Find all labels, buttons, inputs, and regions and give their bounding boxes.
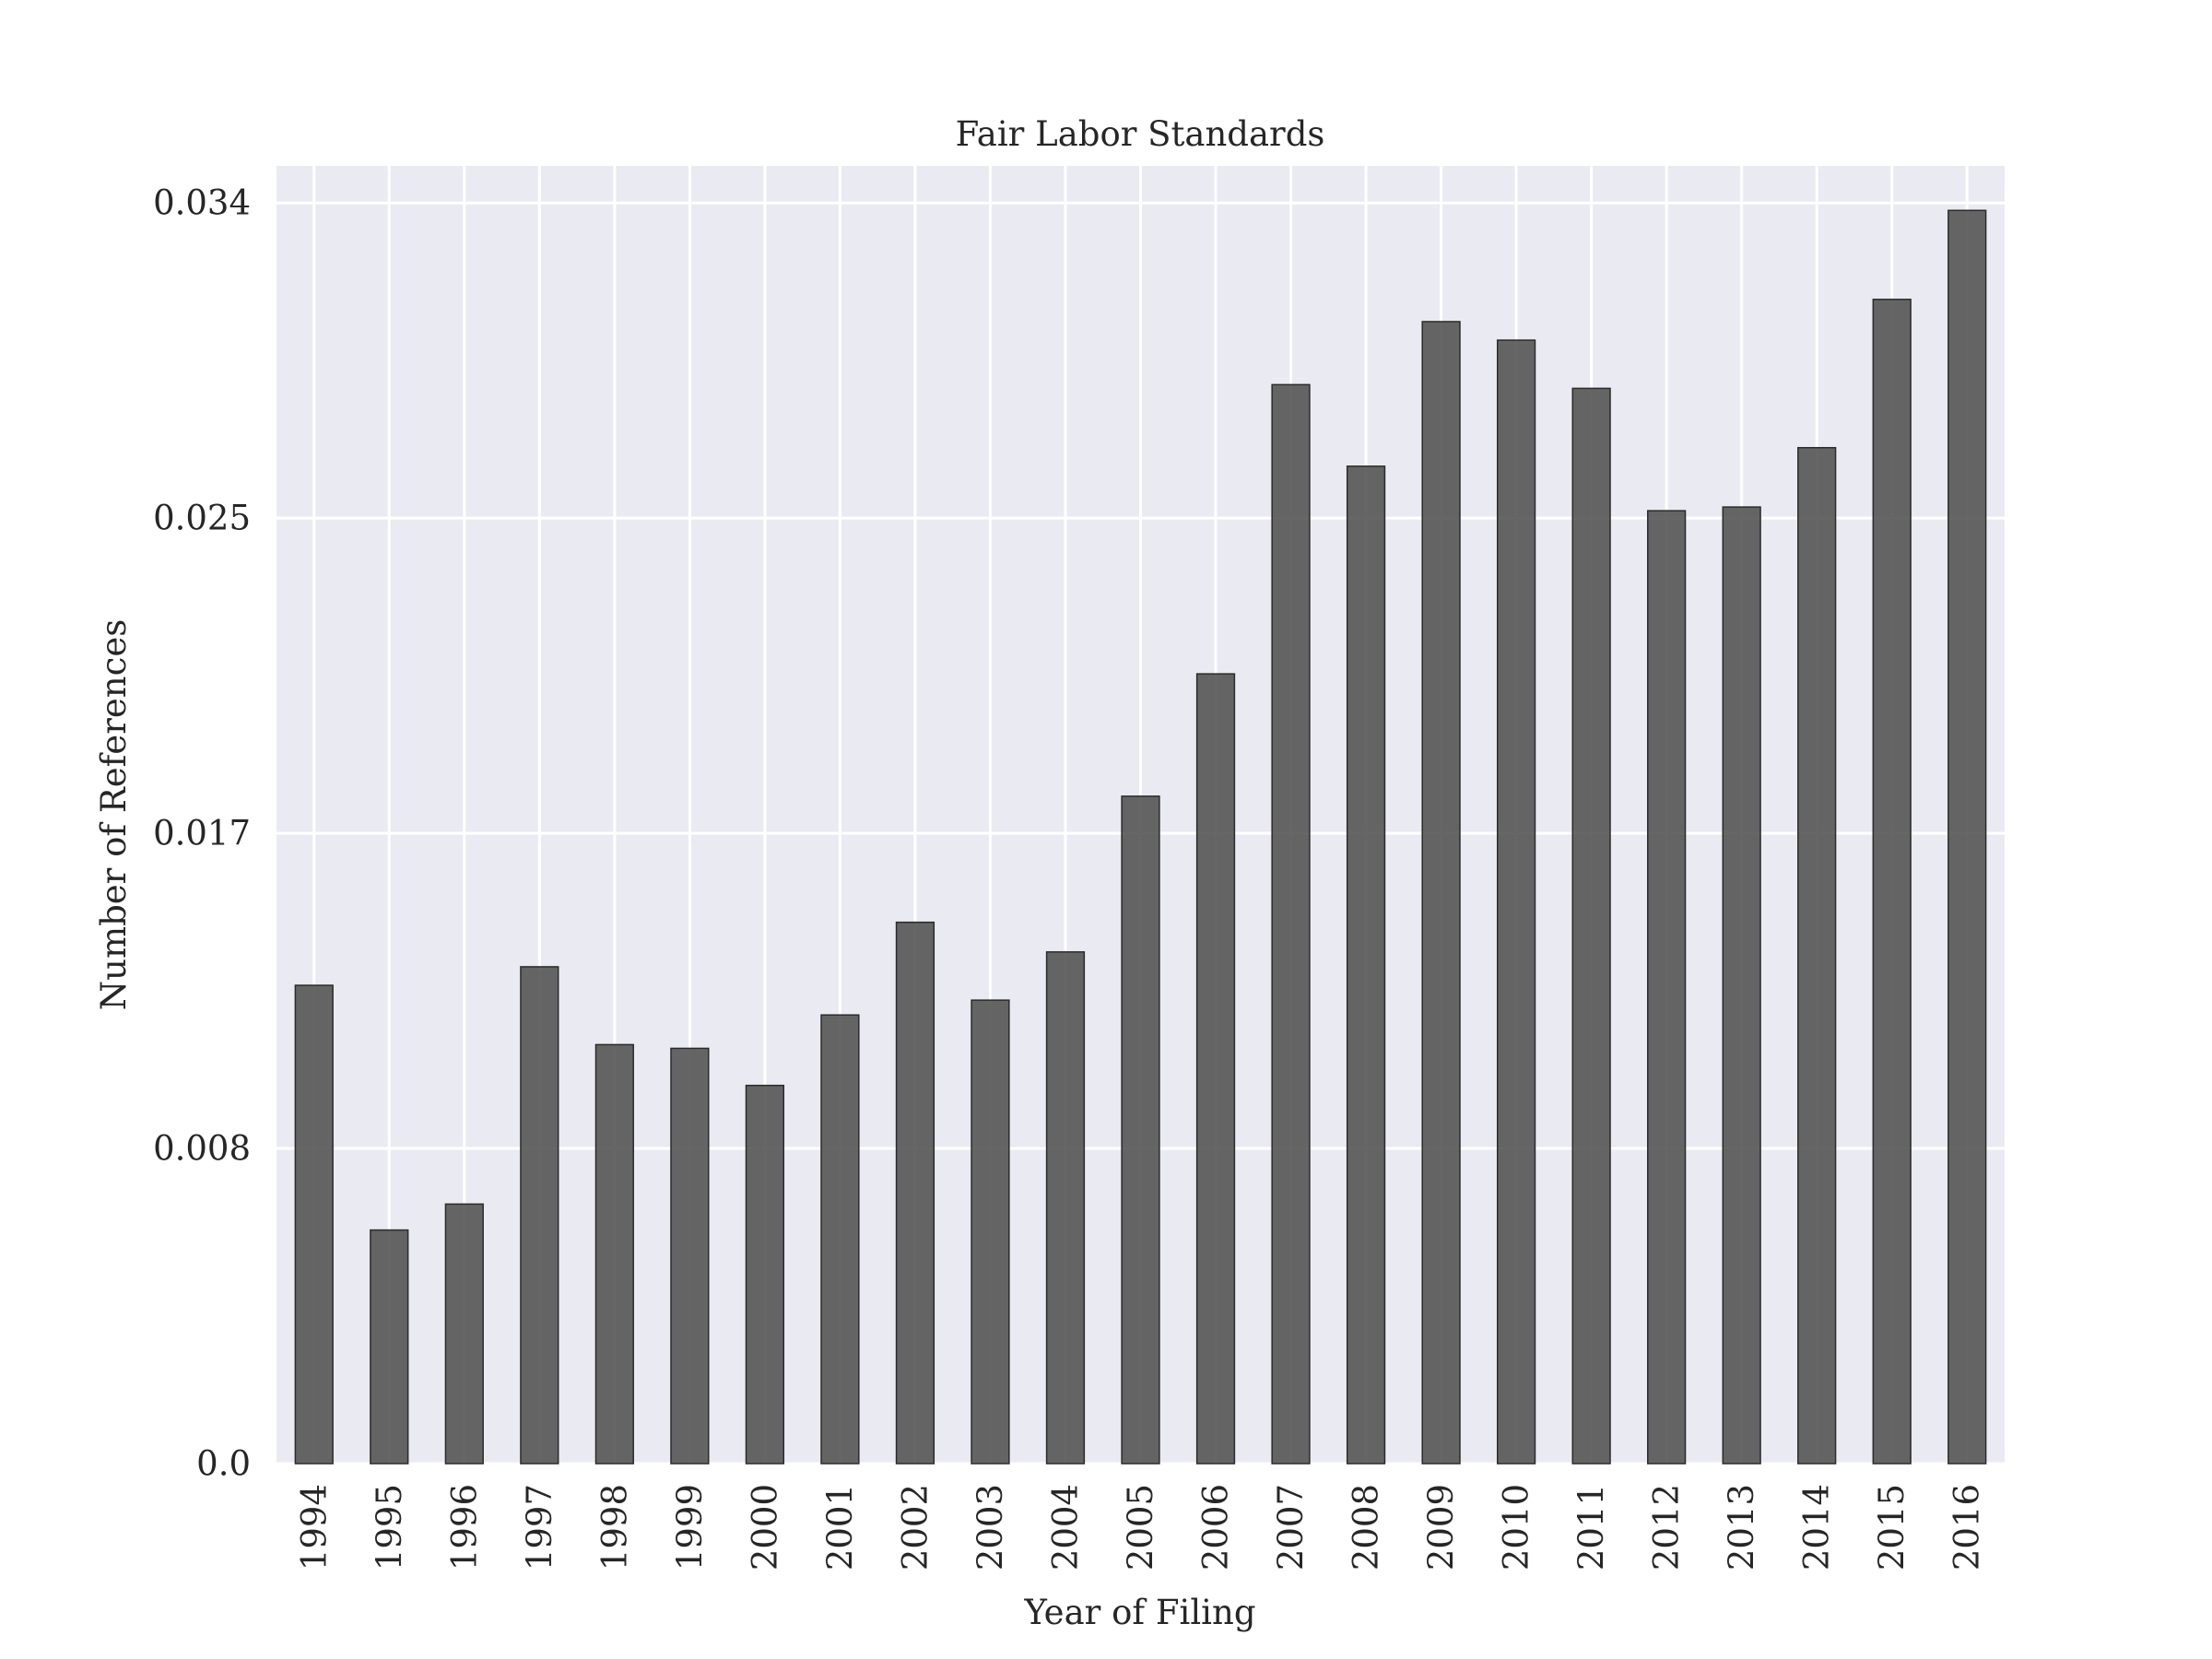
y-tick-label: 0.025 xyxy=(153,499,251,538)
bar-2016 xyxy=(1947,209,1987,1465)
x-tick-label: 2006 xyxy=(1196,1484,1236,1571)
x-tick-label: 1997 xyxy=(520,1484,559,1571)
bar-1997 xyxy=(520,966,559,1465)
bar-2004 xyxy=(1045,951,1086,1465)
bar-2015 xyxy=(1872,299,1912,1465)
bar-2012 xyxy=(1647,510,1687,1465)
y-axis-title: Number of References xyxy=(94,619,134,1010)
bar-2011 xyxy=(1571,387,1611,1465)
y-tick-label: 0.017 xyxy=(153,814,251,853)
x-tick-label: 1994 xyxy=(294,1484,334,1571)
bar-2008 xyxy=(1346,465,1386,1465)
bar-2010 xyxy=(1496,339,1536,1465)
x-tick-label: 2014 xyxy=(1797,1484,1837,1571)
x-tick-label: 2007 xyxy=(1271,1484,1311,1571)
bar-1999 xyxy=(670,1047,710,1465)
x-tick-label: 2008 xyxy=(1347,1484,1386,1571)
bar-2005 xyxy=(1121,795,1160,1465)
bar-2000 xyxy=(745,1084,785,1465)
bar-2009 xyxy=(1421,321,1461,1465)
x-tick-label: 1995 xyxy=(370,1484,409,1571)
bar-1998 xyxy=(594,1043,634,1465)
x-tick-label: 2009 xyxy=(1421,1484,1461,1571)
bar-2014 xyxy=(1797,446,1837,1465)
x-tick-label: 2002 xyxy=(895,1484,935,1571)
x-tick-label: 2004 xyxy=(1045,1484,1085,1571)
x-tick-label: 1996 xyxy=(444,1484,484,1571)
x-tick-label: 2000 xyxy=(745,1484,784,1571)
x-tick-label: 2013 xyxy=(1722,1484,1761,1571)
x-tick-label: 1998 xyxy=(594,1484,634,1571)
x-tick-label: 2001 xyxy=(820,1484,860,1571)
bar-2007 xyxy=(1271,383,1311,1465)
bars xyxy=(294,209,1987,1465)
bar-2001 xyxy=(820,1014,860,1465)
x-tick-label: 2003 xyxy=(971,1484,1010,1571)
x-tick-label: 2005 xyxy=(1121,1484,1160,1571)
y-tick-label: 0.034 xyxy=(153,183,251,223)
bar-2002 xyxy=(895,921,935,1465)
bar-1994 xyxy=(294,984,334,1465)
x-tick-label: 2016 xyxy=(1947,1484,1987,1571)
x-tick-label: 2015 xyxy=(1872,1484,1912,1571)
bar-1996 xyxy=(444,1203,484,1465)
chart-title: Fair Labor Standards xyxy=(956,114,1325,154)
x-tick-label: 1999 xyxy=(670,1484,710,1571)
x-tick-label: 2011 xyxy=(1571,1484,1611,1571)
bar-2003 xyxy=(971,999,1010,1465)
y-tick-labels: 0.0 0.008 0.017 0.025 0.034 xyxy=(153,183,251,1484)
x-axis-title: Year of Filing xyxy=(1023,1593,1255,1632)
y-tick-label: 0.0 xyxy=(196,1444,251,1484)
x-tick-label: 2010 xyxy=(1497,1484,1536,1571)
x-tick-label: 2012 xyxy=(1647,1484,1687,1571)
x-tick-labels: 1994 1995 1996 1997 1998 1999 2000 2001 2002 2003… xyxy=(294,1484,1986,1571)
bar-2006 xyxy=(1195,673,1236,1465)
bar-2013 xyxy=(1722,506,1761,1465)
y-tick-label: 0.008 xyxy=(153,1129,251,1169)
bar-1995 xyxy=(370,1229,409,1465)
